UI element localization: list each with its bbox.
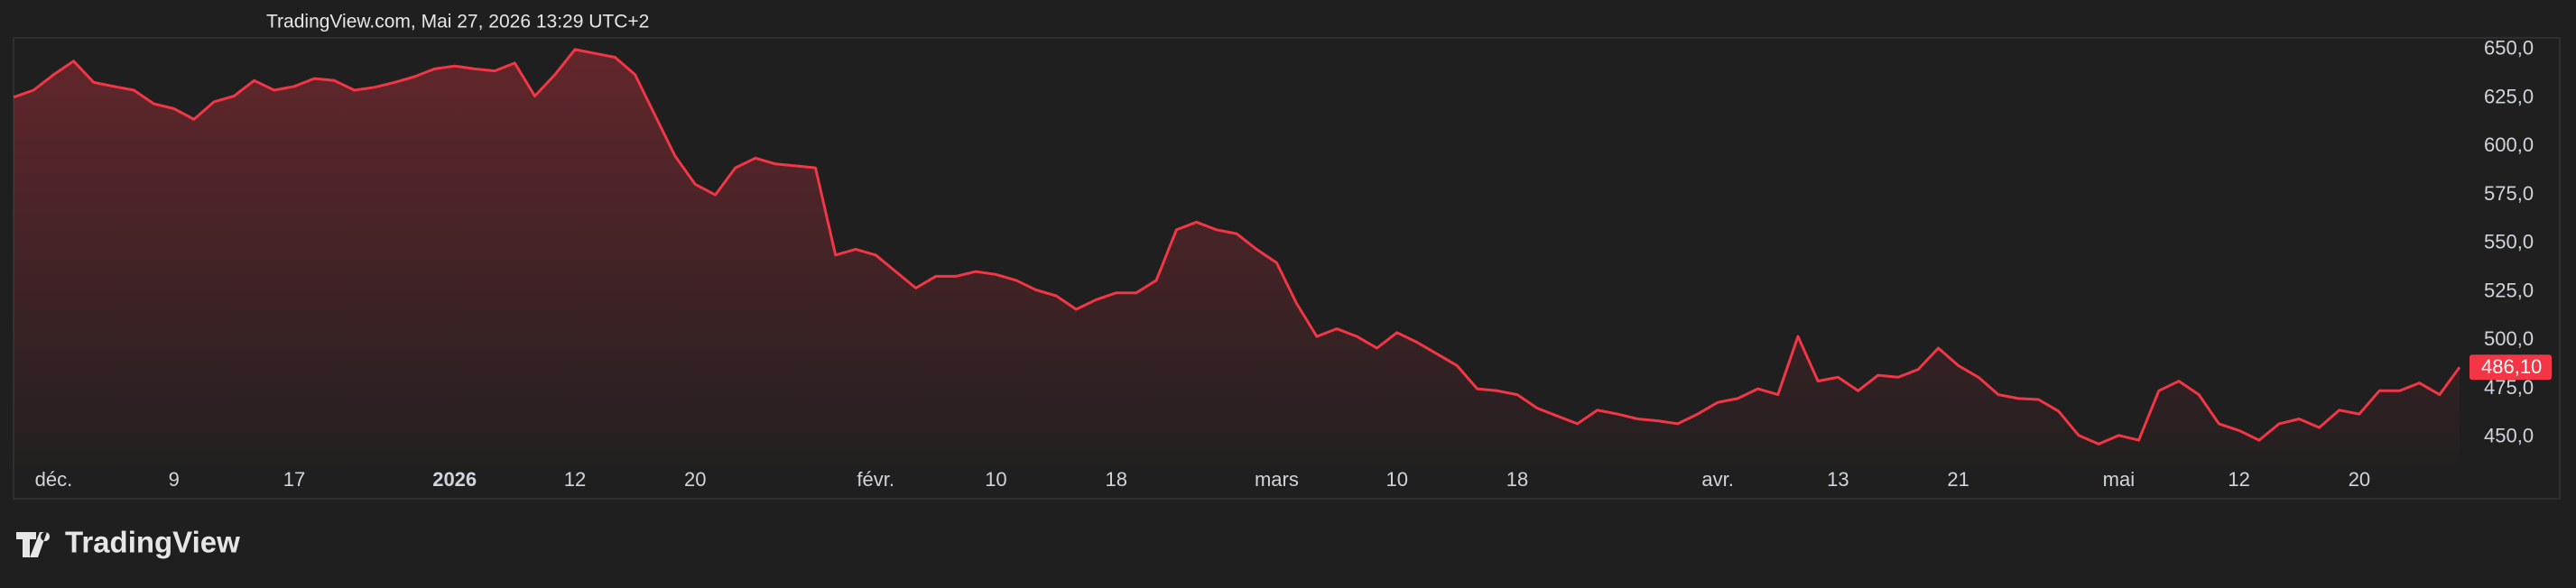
x-tick-label: 12	[2228, 468, 2249, 491]
area-fill	[14, 49, 2460, 465]
y-tick-label: 525,0	[2484, 279, 2534, 301]
x-tick-label: 13	[1827, 468, 1849, 491]
brand: TradingView	[65, 526, 240, 559]
y-tick-label: 650,0	[2484, 37, 2534, 60]
x-tick-label: 17	[283, 468, 305, 491]
x-tick-label: avr.	[1701, 468, 1733, 491]
x-tick-label: mars	[1255, 468, 1299, 491]
last-price-badge	[2469, 354, 2552, 381]
last-price-label: 486,10	[2481, 355, 2542, 378]
x-tick-label: 10	[1385, 468, 1407, 491]
logo-icon	[16, 532, 51, 557]
y-tick-label: 500,0	[2484, 327, 2534, 350]
x-tick-label: févr.	[857, 468, 894, 491]
x-tick-label: déc.	[35, 468, 73, 491]
y-tick-label: 625,0	[2484, 85, 2534, 107]
price-line	[13, 48, 2461, 446]
plot: 450,0475,0500,0525,0550,0575,0600,0625,0…	[13, 37, 2552, 491]
x-tick-label: 20	[684, 468, 706, 491]
x-tick-label: 18	[1105, 468, 1126, 491]
x-tick-label: 12	[564, 468, 586, 491]
x-tick-label: 18	[1506, 468, 1528, 491]
y-tick-label: 600,0	[2484, 133, 2534, 156]
y-tick-label: 550,0	[2484, 231, 2534, 253]
x-tick-label: 9	[169, 468, 180, 491]
brand-logo	[16, 532, 51, 557]
header: TradingView.com, Mai 27, 2026 13:29 UTC+…	[266, 12, 649, 32]
x-tick-label: 21	[1947, 468, 1969, 491]
x-tick-label: 20	[2349, 468, 2370, 491]
x-tick-label: 10	[985, 468, 1006, 491]
x-tick-label: 2026	[432, 468, 477, 491]
y-tick-label: 575,0	[2484, 182, 2534, 205]
y-tick-label: 450,0	[2484, 425, 2534, 447]
x-tick-label: mai	[2103, 468, 2135, 491]
